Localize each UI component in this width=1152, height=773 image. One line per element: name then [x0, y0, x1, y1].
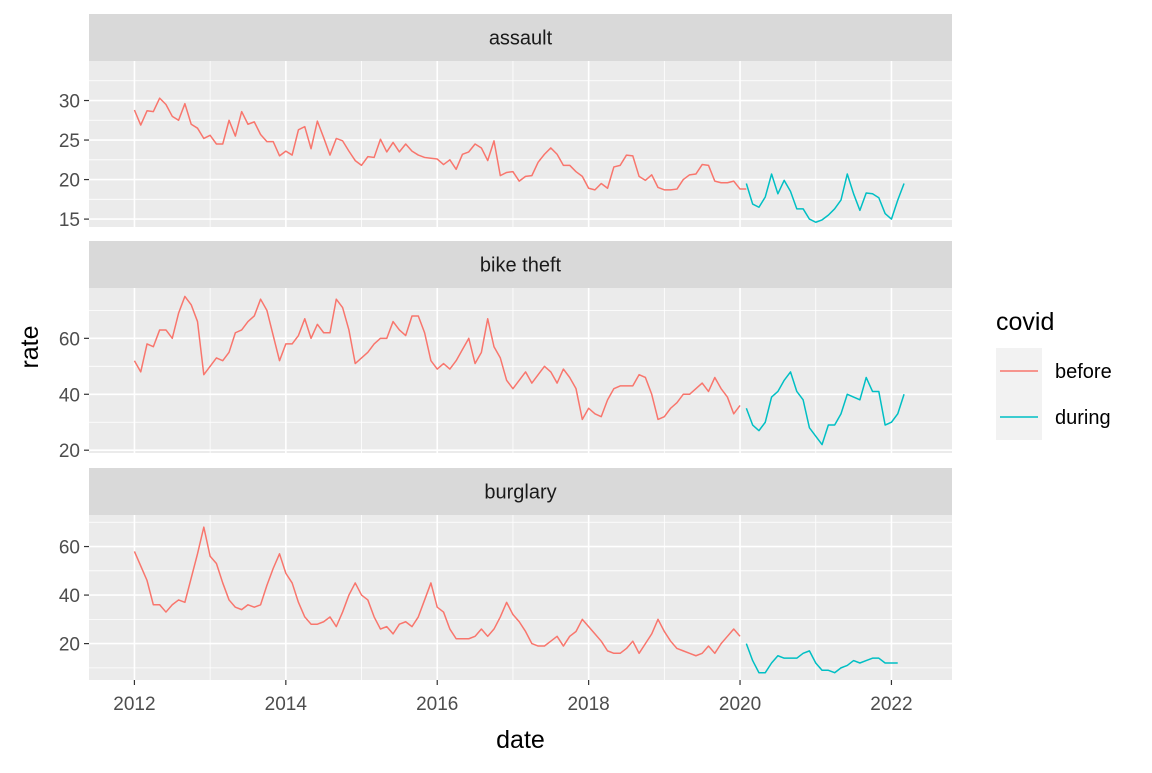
- facet-strip-assault: [89, 14, 952, 61]
- series-line-burglary-before: [133, 526, 741, 657]
- series-line-assault-before: [133, 97, 747, 191]
- y-tick-label-burglary: 20: [59, 635, 80, 656]
- facet-panel-bike-theft: [89, 288, 952, 453]
- facet-strip-burglary: [89, 468, 952, 515]
- y-tick-label-burglary: 60: [59, 538, 80, 559]
- y-axis-title: rate: [16, 325, 44, 368]
- series-line-assault-during: [745, 173, 905, 224]
- x-tick-label: 2012: [113, 694, 155, 715]
- x-tick-label: 2022: [870, 694, 912, 715]
- facet-strip-label-assault: assault: [489, 28, 553, 50]
- y-tick-label-burglary: 40: [59, 586, 80, 607]
- y-tick-label-bike-theft: 20: [59, 441, 80, 462]
- facet-strip-label-bike-theft: bike theft: [480, 255, 562, 277]
- y-tick-label-assault: 15: [59, 210, 80, 231]
- x-tick-label: 2016: [416, 694, 458, 715]
- facet-strip-label-burglary: burglary: [484, 482, 556, 504]
- series-line-bike-theft-before: [133, 295, 741, 421]
- y-tick-label-assault: 30: [59, 92, 80, 113]
- facet-strip-bike-theft: [89, 241, 952, 288]
- y-tick-label-bike-theft: 60: [59, 329, 80, 350]
- y-tick-label-assault: 25: [59, 131, 80, 152]
- x-tick-label: 2018: [567, 694, 609, 715]
- legend-title: covid: [996, 308, 1054, 336]
- y-tick-label-bike-theft: 40: [59, 385, 80, 406]
- legend-label-during: during: [1055, 407, 1111, 429]
- y-tick-label-assault: 20: [59, 171, 80, 192]
- legend-label-before: before: [1055, 361, 1112, 383]
- series-line-burglary-during: [745, 643, 898, 674]
- x-tick-label: 2020: [719, 694, 761, 715]
- series-line-bike-theft-during: [745, 371, 905, 446]
- x-tick-label: 2014: [265, 694, 308, 715]
- facet-panel-burglary: [89, 515, 952, 680]
- x-axis-title: date: [496, 726, 545, 754]
